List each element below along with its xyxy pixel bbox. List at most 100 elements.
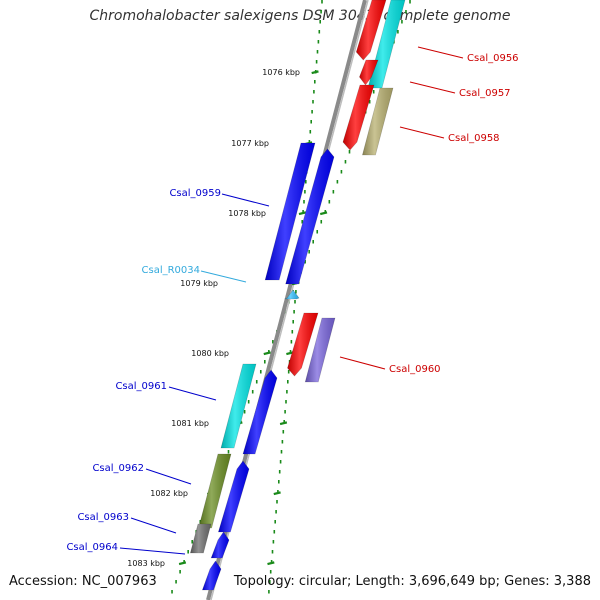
gene-label[interactable]: Csal_0961 — [115, 381, 167, 392]
guide-dot — [286, 390, 288, 394]
guide-dot — [302, 210, 304, 214]
label-connector — [168, 386, 217, 401]
guide-dot — [264, 360, 266, 364]
gene-csal-0963-b-shade — [211, 532, 229, 558]
gene-label[interactable]: Csal_0963 — [77, 512, 129, 523]
kbp-label: 1081 kbp — [171, 419, 209, 428]
guide-dot — [305, 180, 307, 184]
gene-csal-0960-shade — [305, 318, 335, 382]
guide-dot — [275, 510, 277, 514]
guide-dot — [293, 310, 295, 314]
guide-dot — [409, 0, 411, 4]
guide-dot — [304, 190, 306, 194]
gene-label[interactable]: Csal_0957 — [459, 88, 511, 99]
label-connector — [409, 81, 456, 94]
guide-dot — [308, 250, 310, 254]
gene-csal-0958-b-shade — [362, 88, 393, 155]
guide-dot — [243, 410, 246, 414]
guide-dot — [287, 380, 289, 384]
guide-dot — [295, 290, 297, 294]
gene-label[interactable]: Csal_0960 — [389, 364, 441, 375]
guide-dot — [315, 60, 318, 64]
guide-dot — [320, 10, 322, 14]
guide-dot — [271, 550, 274, 554]
guide-dot — [280, 450, 283, 454]
guide-dot — [285, 400, 287, 404]
kbp-tick — [263, 351, 271, 356]
guide-dot — [310, 120, 312, 124]
guide-dot — [175, 580, 177, 584]
guide-dot — [348, 150, 351, 154]
guide-dot — [273, 530, 276, 534]
guide-dot — [312, 100, 314, 104]
kbp-label: 1083 kbp — [127, 559, 165, 568]
kbp-tick — [279, 421, 288, 426]
gene-csal-0961-shade — [221, 364, 256, 448]
guide-dot — [199, 520, 202, 524]
guide-dot — [251, 390, 254, 394]
guide-dot — [320, 220, 323, 224]
guide-dot — [274, 520, 276, 524]
guide-dot — [291, 330, 294, 334]
kbp-label: 1080 kbp — [191, 349, 229, 358]
guide-dot — [328, 200, 331, 204]
label-connector — [399, 126, 445, 139]
guide-dot — [336, 180, 339, 184]
guide-dot — [292, 320, 294, 324]
guide-dot — [312, 240, 314, 244]
gene-label[interactable]: Csal_R0034 — [142, 265, 201, 276]
guide-dot — [272, 340, 274, 344]
kbp-tick — [178, 561, 187, 566]
guide-dot — [289, 350, 292, 354]
guide-dot — [287, 370, 290, 374]
kbp-tick — [298, 211, 307, 216]
kbp-label: 1079 kbp — [180, 279, 218, 288]
gene-csal-0960-red-shade — [287, 313, 318, 376]
gene-csal-0962-shade — [198, 454, 231, 528]
gene-csal-0958-shade — [342, 85, 374, 150]
guide-dot — [179, 570, 181, 574]
gene-csal-r0034-shade — [284, 290, 299, 299]
gene-csal-0963-shade — [190, 524, 211, 553]
guide-dot — [316, 50, 319, 54]
gene-label[interactable]: Csal_0956 — [467, 53, 519, 64]
guide-dot — [272, 540, 275, 544]
guide-dot — [313, 90, 315, 94]
gene-csal-0964-shade — [202, 561, 221, 590]
gene-label[interactable]: Csal_0959 — [169, 188, 221, 199]
guide-dot — [278, 480, 280, 484]
guide-dot — [171, 590, 173, 594]
guide-dot — [311, 110, 313, 114]
guide-dot — [277, 490, 279, 494]
label-connector — [200, 270, 247, 283]
guide-dot — [344, 160, 347, 164]
guide-dot — [318, 30, 321, 34]
gene-label[interactable]: Csal_0964 — [66, 542, 118, 553]
guide-dot — [294, 300, 296, 304]
guide-dot — [227, 450, 230, 454]
guide-dot — [281, 440, 284, 444]
guide-dot — [314, 80, 316, 84]
guide-dot — [290, 340, 293, 344]
gene-csal-0961-b-shade — [243, 370, 277, 454]
genome-stats-text: Topology: circular; Length: 3,696,649 bp… — [233, 574, 591, 589]
guide-dot — [284, 410, 286, 414]
gene-label[interactable]: Csal_0958 — [448, 133, 500, 144]
kbp-label: 1078 kbp — [228, 209, 266, 218]
gene-csal-0962-b-shade — [218, 461, 249, 532]
guide-dot — [309, 130, 312, 134]
kbp-tick — [273, 491, 281, 496]
guide-dot — [259, 370, 262, 374]
guide-dot — [319, 20, 321, 24]
guide-dot — [405, 10, 407, 14]
gene-label[interactable]: Csal_0962 — [92, 463, 144, 474]
guide-dot — [340, 170, 343, 174]
guide-dot — [269, 580, 271, 584]
gene-csal-0957-shade — [359, 60, 378, 85]
guide-dot — [282, 430, 285, 434]
guide-dot — [255, 380, 258, 384]
label-connector — [145, 468, 192, 485]
guide-dot — [401, 20, 403, 24]
guide-dot — [317, 40, 320, 44]
